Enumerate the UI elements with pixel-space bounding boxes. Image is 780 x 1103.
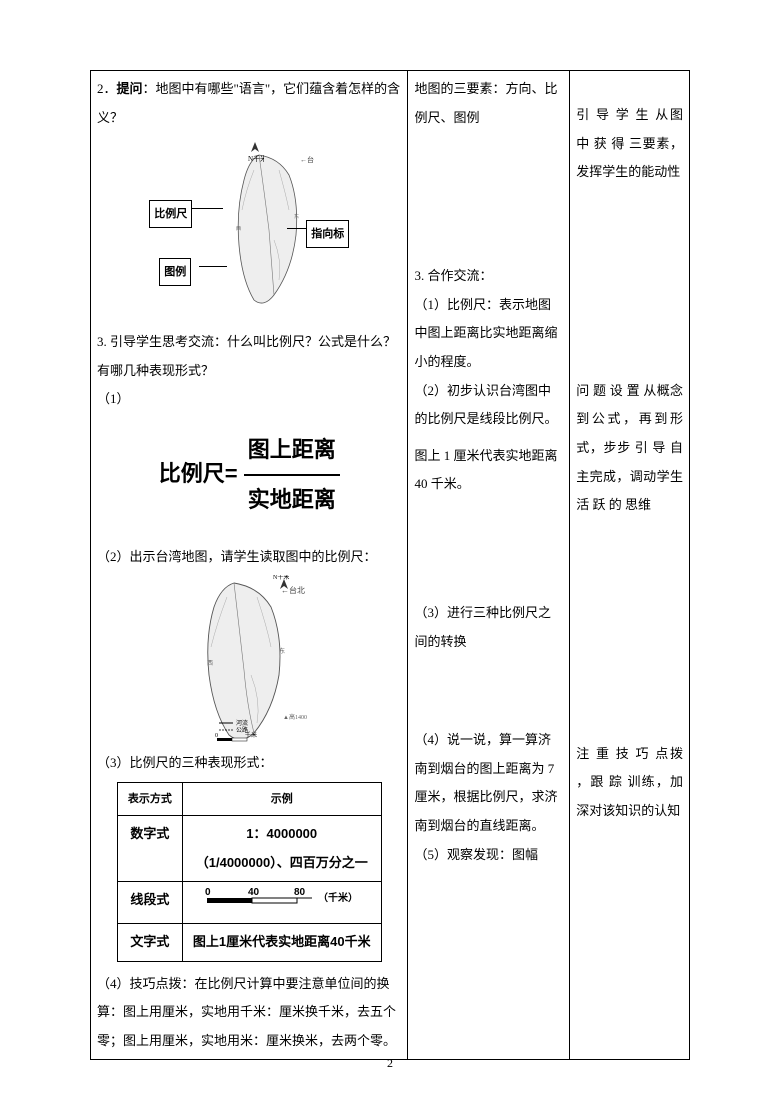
svg-text:40: 40 (248, 887, 260, 898)
formula-numerator: 图上距离 (244, 426, 340, 476)
taiwan-map-small: ←台北 东 西 ▲高1400 0 千米 河流 公路 N千米 (179, 575, 319, 745)
row-segment-label: 线段式 (117, 882, 182, 924)
q3-sub1: （1） (97, 385, 401, 414)
island-outline: ←台北 东 西 (224, 150, 314, 310)
svg-text:河流: 河流 (236, 719, 248, 727)
teacher-activity-cell: 2．提问：地图中有哪些"语言"，它们蕴含着怎样的含义？ ←台北 东 西 比例尺 … (91, 71, 408, 1060)
svg-text:（千米）: （千米） (318, 891, 358, 904)
svg-text:0: 0 (205, 887, 211, 898)
formula-left: 比例尺= (159, 461, 238, 486)
c3-p1: 引 导 学 生 从图 中 获 得 三要素，发挥学生的能动性 (576, 101, 683, 187)
student-activity-cell: 地图的三要素：方向、比例尺、图例 3. 合作交流： （1）比例尺：表示地图中图上… (408, 71, 570, 1060)
row-text-label: 文字式 (117, 923, 182, 961)
row-text-example: 图上1厘米代表实地距离40千米 (182, 923, 381, 961)
c2-p4: （2）初步认识台湾图中的比例尺是线段比例尺。 (414, 377, 563, 434)
label-compass: 指向标 (306, 220, 349, 248)
compass-icon: N千米 (246, 140, 264, 162)
c2-p5: 图上 1 厘米代表实地距离 40 千米。 (414, 442, 563, 499)
th-method: 表示方式 (117, 782, 182, 815)
q3-text: 3. 引导学生思考交流：什么叫比例尺？公式是什么？有哪几种表现形式？ (97, 328, 401, 385)
svg-text:东: 东 (294, 213, 299, 220)
q3-sub3: （3）比例尺的三种表现形式： (97, 749, 401, 778)
row-numeric-label: 数字式 (117, 816, 182, 882)
page: 2．提问：地图中有哪些"语言"，它们蕴含着怎样的含义？ ←台北 东 西 比例尺 … (0, 0, 780, 1103)
c3-p2: 问 题 设 置 从概念到公式，再到形式，步步 引 导 自 主完成，调动学生 活 … (576, 377, 683, 520)
svg-text:80: 80 (294, 887, 306, 898)
svg-text:东: 东 (279, 647, 285, 655)
th-example: 示例 (182, 782, 381, 815)
svg-text:0: 0 (215, 733, 218, 739)
c2-p1: 地图的三要素：方向、比例尺、图例 (414, 75, 563, 132)
svg-text:西: 西 (207, 660, 213, 667)
svg-text:←台北: ←台北 (281, 585, 305, 595)
scale-formula: 比例尺= 图上距离 实地距离 (97, 426, 401, 525)
label-scale: 比例尺 (149, 200, 192, 228)
c2-p2: 3. 合作交流： (414, 262, 563, 291)
c2-p6: （3）进行三种比例尺之间的转换 (414, 599, 563, 656)
c2-p7: （4）说一说，算一算济南到烟台的图上距离为 7 厘米，根据比例尺，求济南到烟台的… (414, 726, 563, 840)
lesson-table: 2．提问：地图中有哪些"语言"，它们蕴含着怎样的含义？ ←台北 东 西 比例尺 … (90, 70, 690, 1060)
label-legend: 图例 (159, 258, 191, 286)
taiwan-map-annotated: ←台北 东 西 比例尺 指向标 图例 N千米 (149, 140, 349, 320)
scale-forms-table: 表示方式 示例 数字式 1：4000000 （1/4000000）、四百万分之一… (117, 782, 382, 962)
svg-text:▲高1400: ▲高1400 (283, 713, 307, 721)
q2-bold: 提问 (117, 81, 143, 96)
svg-text:公路: 公路 (236, 726, 248, 734)
q3-sub4: （4）技巧点拨：在比例尺计算中要注意单位间的换算：图上用厘米，实地用千米：厘米换… (97, 970, 401, 1056)
svg-text:N千米: N千米 (248, 154, 264, 162)
c2-p3: （1）比例尺：表示地图中图上距离比实地距离缩小的程度。 (414, 291, 563, 377)
svg-text:←台北: ←台北 (300, 155, 314, 164)
c2-p8: （5）观察发现：图幅 (414, 841, 563, 870)
page-number: 2 (0, 1051, 780, 1075)
q2-text: ：地图中有哪些"语言"，它们蕴含着怎样的含义？ (97, 81, 400, 125)
q2-number: 2． (97, 81, 117, 96)
design-intent-cell: 引 导 学 生 从图 中 获 得 三要素，发挥学生的能动性 问 题 设 置 从概… (570, 71, 690, 1060)
c3-p3: 注 重 技 巧 点拨 ，跟 踪 训练，加深对该知识的认知 (576, 740, 683, 826)
formula-denominator: 实地距离 (244, 476, 340, 524)
row-numeric-example: 1：4000000 （1/4000000）、四百万分之一 (182, 816, 381, 882)
row-segment-example: 0 40 80 （千米） (182, 882, 381, 924)
q3-sub2: （2）出示台湾地图，请学生读取图中的比例尺： (97, 543, 401, 572)
svg-text:N千米: N千米 (273, 575, 289, 581)
svg-text:西: 西 (236, 226, 241, 232)
